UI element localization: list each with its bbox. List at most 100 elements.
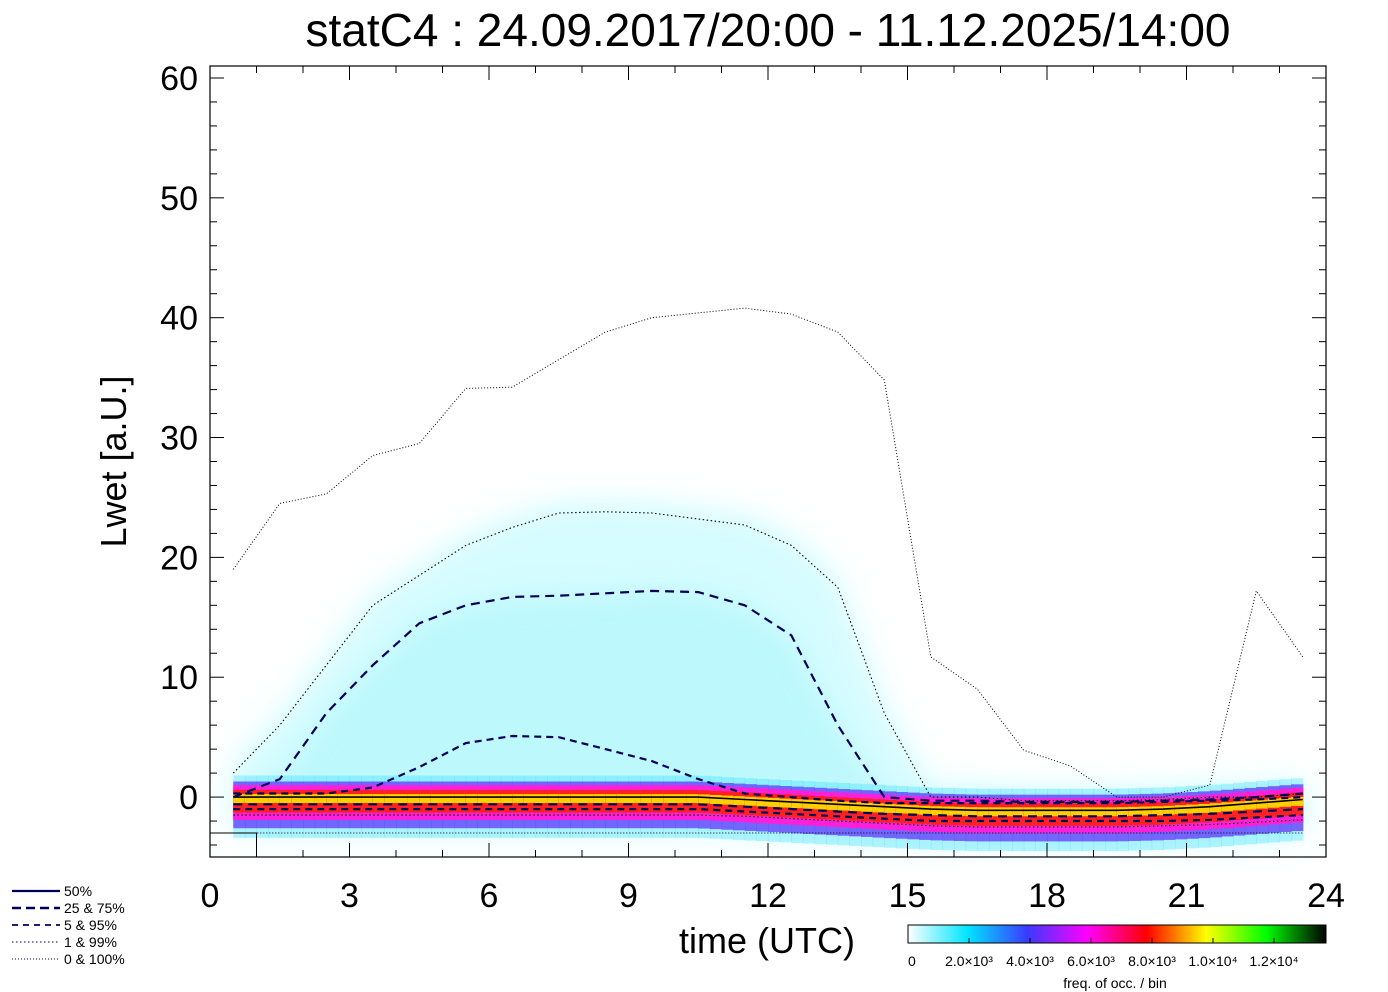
heatmap-cell bbox=[651, 794, 664, 804]
heatmap-cell bbox=[698, 794, 711, 804]
colorbar-tick-label: 1.2×10⁴ bbox=[1249, 953, 1298, 969]
heatmap-cell bbox=[570, 794, 583, 804]
series-line-25pct bbox=[233, 803, 1303, 818]
series-line-50pct bbox=[233, 796, 1303, 812]
heatmap-cell bbox=[1291, 796, 1304, 806]
heatmap-cell bbox=[919, 805, 932, 815]
y-tick-label: 30 bbox=[160, 420, 198, 458]
heatmap-cell bbox=[430, 794, 444, 804]
heatmap-cell bbox=[1023, 807, 1036, 817]
heatmap-cell bbox=[1244, 800, 1257, 810]
legend-label: 5 & 95% bbox=[64, 917, 117, 933]
heatmap-cell bbox=[628, 794, 641, 804]
colorbar-tick-label: 4.0×10³ bbox=[1006, 953, 1054, 969]
heatmap-core bbox=[233, 590, 1303, 817]
x-axis-label: time (UTC) bbox=[679, 920, 855, 961]
x-tick-label: 24 bbox=[1307, 877, 1345, 915]
heatmap-cell bbox=[1151, 806, 1164, 816]
series-line-95pct bbox=[233, 734, 1303, 805]
heatmap-cell bbox=[872, 803, 885, 813]
heatmap-cell bbox=[535, 794, 548, 804]
heatmap-cell bbox=[337, 794, 351, 804]
heatmap-cell bbox=[895, 804, 909, 814]
heatmap-cell bbox=[954, 806, 967, 816]
series-line-100pct bbox=[232, 307, 1304, 798]
x-tick-label: 15 bbox=[889, 877, 927, 915]
colorbar-tick-label: 1.0×10⁴ bbox=[1188, 953, 1237, 969]
heatmap-cell bbox=[1047, 807, 1060, 817]
colorbar-gradient bbox=[907, 924, 1327, 944]
x-tick-label: 0 bbox=[201, 877, 220, 915]
heatmap-cell bbox=[407, 794, 420, 804]
heatmap-cell bbox=[547, 794, 560, 804]
heatmap-cell bbox=[1186, 804, 1199, 814]
heatmap-cell bbox=[942, 806, 955, 816]
heatmap-cell bbox=[1000, 807, 1013, 817]
y-tick-label: 20 bbox=[160, 539, 198, 577]
legend-label: 25 & 75% bbox=[64, 900, 125, 916]
heatmap-cell bbox=[500, 794, 513, 804]
heatmap-cell bbox=[744, 796, 757, 806]
heatmap-cell bbox=[1070, 807, 1083, 817]
heatmap-cell bbox=[279, 794, 292, 804]
legend: 50%25 & 75%5 & 95%1 & 99%0 & 100% bbox=[12, 883, 125, 967]
series-line-99pct bbox=[232, 511, 1303, 802]
colorbar-tick-label: 0 bbox=[908, 953, 916, 969]
heatmap bbox=[233, 499, 1304, 852]
heatmap-cell bbox=[384, 794, 397, 804]
heatmap-cell bbox=[396, 794, 409, 804]
heatmap-cell bbox=[709, 794, 723, 804]
heatmap-cell bbox=[512, 794, 525, 804]
x-tick-label: 21 bbox=[1168, 877, 1206, 915]
heatmap-cell bbox=[326, 794, 339, 804]
min-step-line bbox=[210, 832, 257, 857]
heatmap-cell bbox=[477, 794, 490, 804]
y-tick-label: 60 bbox=[160, 60, 198, 98]
heatmap-cell bbox=[1209, 803, 1222, 813]
heatmap-cell bbox=[1012, 807, 1025, 817]
series-line-75pct bbox=[232, 589, 1303, 803]
colorbar-label: freq. of occ. / bin bbox=[1063, 975, 1167, 991]
heatmap-cell bbox=[558, 794, 571, 804]
heatmap-cell bbox=[756, 797, 769, 807]
heatmap-cell bbox=[442, 794, 455, 804]
heatmap-cell bbox=[233, 794, 246, 804]
heatmap-cell bbox=[930, 806, 943, 816]
heatmap-cell bbox=[861, 802, 874, 812]
heatmap-cell bbox=[454, 794, 467, 804]
heatmap-cell bbox=[907, 805, 920, 815]
heatmap-cell bbox=[372, 794, 385, 804]
heatmap-cell bbox=[965, 807, 978, 817]
heatmap-cell bbox=[686, 794, 699, 804]
heatmap-cell bbox=[663, 794, 676, 804]
heatmap-cell bbox=[465, 794, 478, 804]
heatmap-cell bbox=[1058, 807, 1071, 817]
percentile-lines bbox=[210, 307, 1304, 857]
legend-label: 1 & 99% bbox=[64, 934, 117, 950]
heatmap-cell bbox=[640, 794, 653, 804]
heatmap-cell bbox=[1093, 807, 1106, 817]
heatmap-cell bbox=[605, 794, 618, 804]
y-axis-label: Lwet [a.U.] bbox=[93, 375, 134, 547]
y-tick-label: 10 bbox=[160, 659, 198, 697]
colorbar-tick-label: 2.0×10³ bbox=[945, 953, 993, 969]
heatmap-cell bbox=[768, 797, 781, 807]
heatmap-cell bbox=[349, 794, 362, 804]
heatmap-cell bbox=[1128, 806, 1141, 816]
heatmap-cell bbox=[291, 794, 304, 804]
heatmap-cell bbox=[802, 799, 816, 809]
axis-ticks: 0 3 6 9 12 15 18 21 24 0 10 20 30 40 50 60 bbox=[160, 60, 1345, 915]
x-tick-label: 6 bbox=[480, 877, 499, 915]
heatmap-cell bbox=[837, 801, 850, 811]
heatmap-cell bbox=[361, 794, 374, 804]
chart-title: statC4 : 24.09.2017/20:00 - 11.12.2025/1… bbox=[306, 4, 1231, 56]
heatmap-cell bbox=[1221, 802, 1234, 812]
heatmap-cell bbox=[884, 803, 897, 813]
y-tick-label: 40 bbox=[160, 300, 198, 338]
heatmap-cell bbox=[314, 794, 327, 804]
heatmap-cell bbox=[814, 800, 827, 810]
heatmap-cell bbox=[779, 798, 792, 808]
heatmap-cell bbox=[1163, 805, 1176, 815]
heatmap-cell bbox=[1279, 797, 1292, 807]
